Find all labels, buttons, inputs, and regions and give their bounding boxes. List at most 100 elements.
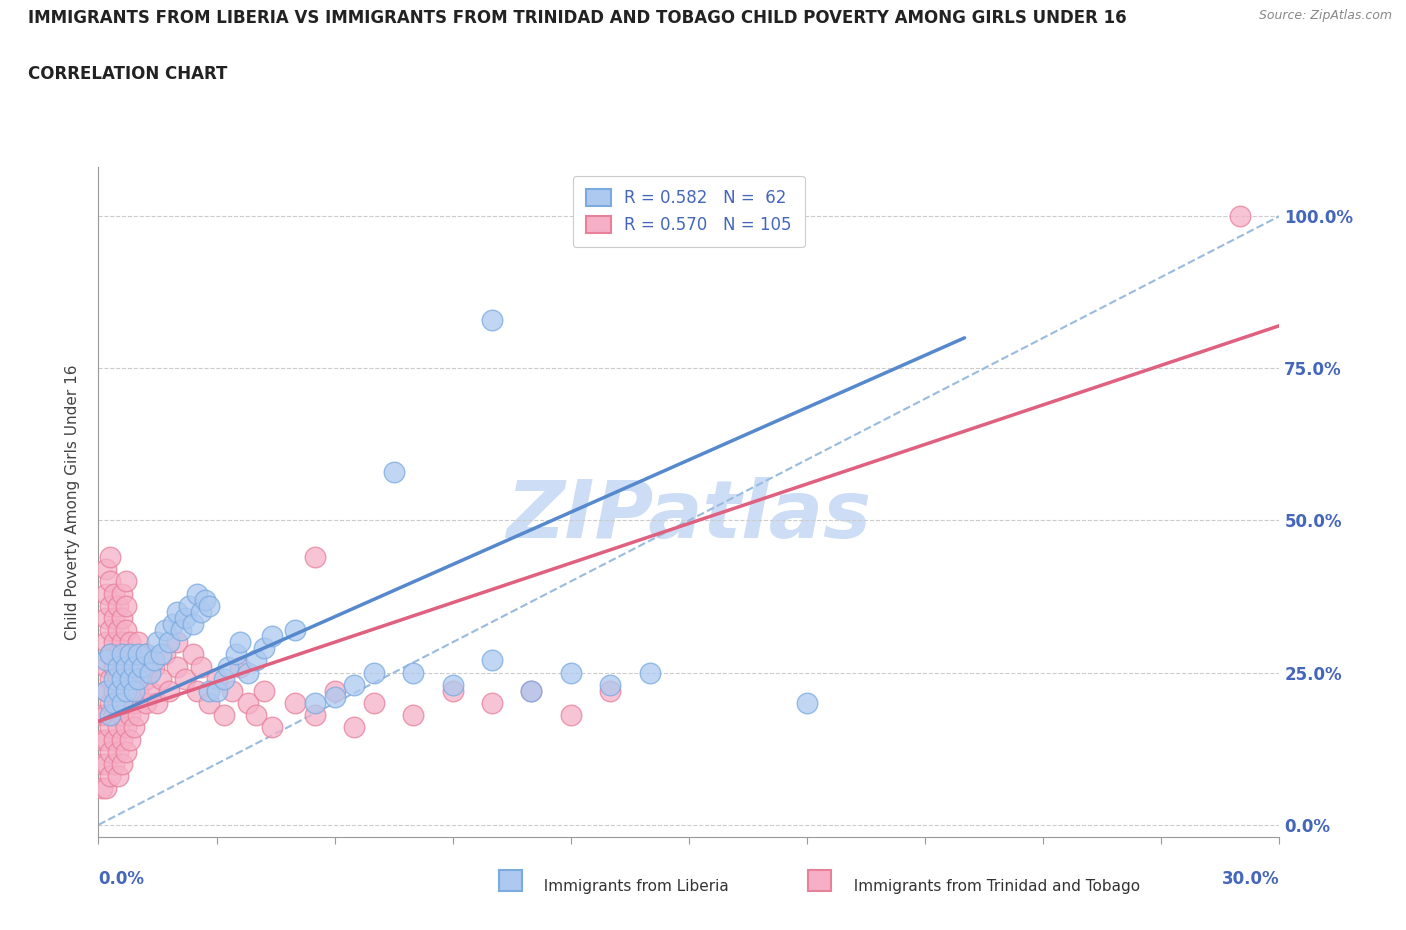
Point (214, 671, 236, 686)
Point (98, 622, 121, 637)
Point (174, 671, 197, 686)
Point (186, 586, 208, 601)
Point (103, 610, 125, 625)
Point (96, 684, 118, 698)
Point (127, 635, 149, 650)
Point (323, 684, 346, 698)
Point (96, 781, 118, 796)
Point (127, 647, 149, 662)
Text: Immigrants from Liberia: Immigrants from Liberia (534, 879, 730, 894)
Point (118, 659, 141, 674)
Point (229, 659, 252, 674)
Point (323, 689, 346, 704)
Point (205, 671, 228, 686)
Point (181, 617, 204, 631)
Point (343, 677, 366, 692)
Point (146, 635, 169, 650)
Point (260, 720, 283, 735)
Point (107, 744, 129, 759)
Point (115, 622, 138, 637)
FancyBboxPatch shape (499, 870, 522, 891)
Point (284, 622, 307, 637)
Point (229, 635, 252, 650)
Point (150, 671, 173, 686)
Point (260, 629, 283, 644)
Point (382, 464, 405, 479)
Point (146, 696, 169, 711)
Point (98, 647, 121, 662)
Point (638, 665, 661, 680)
Point (111, 659, 134, 674)
Point (481, 653, 503, 668)
Point (91, 781, 114, 796)
Point (91, 708, 114, 723)
Point (236, 696, 259, 711)
Point (107, 659, 129, 674)
Point (96, 684, 118, 698)
Y-axis label: Child Poverty Among Girls Under 16: Child Poverty Among Girls Under 16 (65, 365, 80, 640)
Point (127, 659, 149, 674)
Point (96, 653, 118, 668)
Text: 0.0%: 0.0% (98, 870, 145, 887)
Point (157, 635, 180, 650)
Point (162, 617, 184, 631)
Point (122, 696, 145, 711)
Point (142, 653, 165, 668)
Point (111, 610, 134, 625)
Point (96, 586, 118, 601)
Point (96, 732, 118, 747)
Point (118, 708, 141, 723)
Point (127, 684, 149, 698)
Point (115, 671, 138, 686)
Point (115, 696, 138, 711)
Point (111, 684, 134, 698)
Point (96, 635, 118, 650)
Point (174, 610, 197, 625)
Point (103, 586, 125, 601)
Point (111, 756, 134, 771)
Point (155, 622, 177, 637)
Point (91, 756, 114, 771)
Point (111, 647, 134, 662)
Point (115, 720, 138, 735)
Point (131, 659, 153, 674)
Point (122, 671, 145, 686)
Point (304, 708, 326, 723)
Point (107, 622, 129, 637)
Point (205, 684, 228, 698)
Point (253, 684, 276, 698)
Point (96, 708, 118, 723)
Point (304, 696, 326, 711)
Point (599, 677, 621, 692)
Point (111, 635, 134, 650)
Point (138, 684, 160, 698)
Point (115, 684, 138, 698)
Point (103, 684, 125, 698)
Point (115, 574, 138, 589)
Point (98, 744, 121, 759)
Point (142, 659, 165, 674)
Point (111, 708, 134, 723)
Point (127, 708, 149, 723)
Point (115, 659, 138, 674)
Point (245, 708, 267, 723)
Point (118, 635, 141, 650)
Point (181, 647, 204, 662)
Point (157, 684, 180, 698)
Point (98, 550, 121, 565)
Point (115, 744, 138, 759)
Point (343, 720, 366, 735)
Point (96, 610, 118, 625)
Point (96, 562, 118, 577)
Point (170, 622, 193, 637)
Point (135, 696, 157, 711)
Point (599, 684, 621, 698)
Point (166, 659, 188, 674)
Point (225, 647, 247, 662)
Point (520, 684, 543, 698)
Point (441, 677, 464, 692)
Point (127, 671, 149, 686)
Point (245, 653, 267, 668)
Point (111, 732, 134, 747)
Point (103, 732, 125, 747)
